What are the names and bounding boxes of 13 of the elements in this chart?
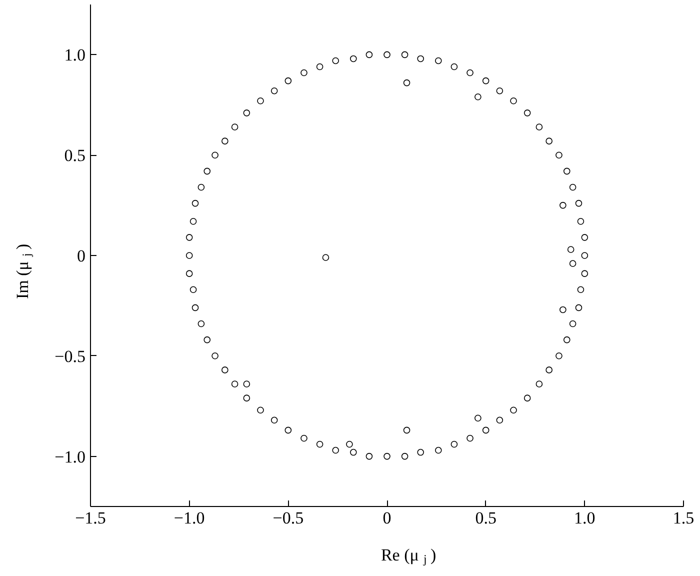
y-tick-label: 0.5 bbox=[64, 146, 86, 166]
x-tick-label: 0.5 bbox=[475, 508, 496, 528]
y-axis-title: Im (μj) bbox=[13, 244, 34, 299]
x-tick-label: 1.5 bbox=[672, 508, 694, 528]
y-tick-label: 1.0 bbox=[64, 46, 86, 65]
y-tick-label: 0 bbox=[77, 246, 86, 266]
y-tick-label: −0.5 bbox=[54, 346, 86, 366]
x-tick-label: −1.5 bbox=[75, 508, 106, 528]
x-tick-label: −0.5 bbox=[272, 508, 304, 528]
x-tick-label: −1.0 bbox=[174, 508, 205, 528]
x-tick-label: 1.0 bbox=[574, 508, 596, 528]
x-tick-label: 0 bbox=[382, 508, 392, 528]
y-tick-label: −1.0 bbox=[54, 447, 86, 466]
